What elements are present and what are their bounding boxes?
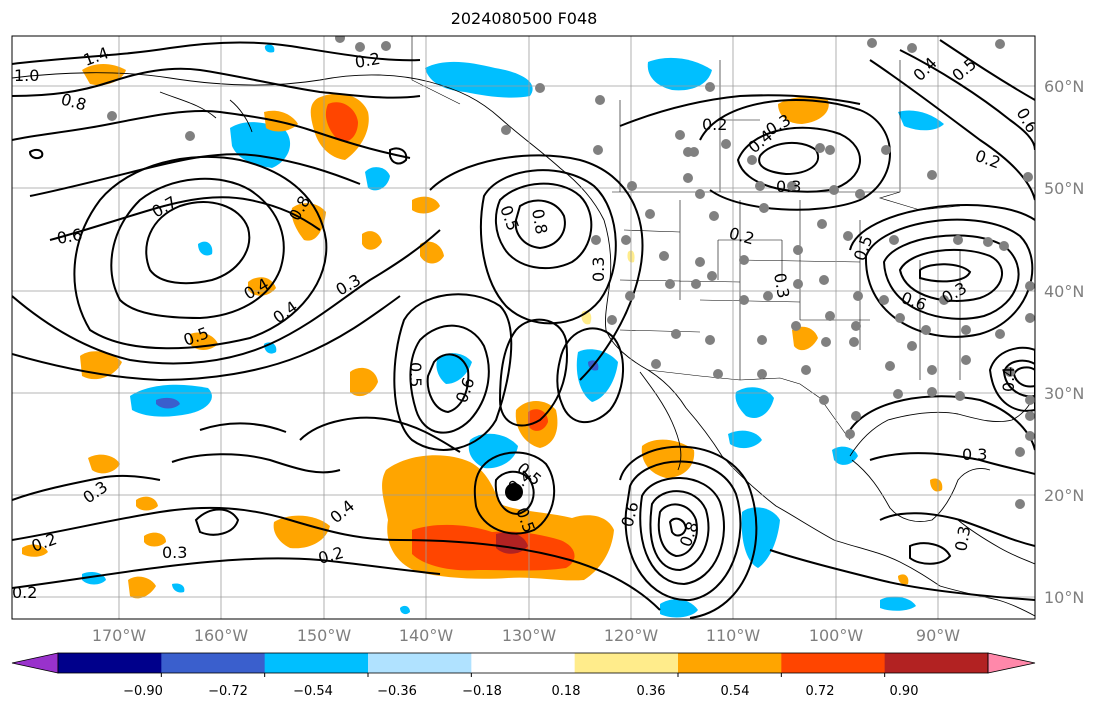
latitude-label: 10°N	[1044, 588, 1085, 607]
positive-anomaly-region	[144, 532, 166, 547]
colorbar-tick-label: 0.90	[889, 684, 919, 699]
negative-anomaly-region	[400, 605, 410, 615]
contour-label: 0.8	[528, 207, 551, 235]
contour-label: 0.2	[353, 49, 381, 72]
latitude-label: 60°N	[1044, 77, 1085, 96]
contour-label: 0.4	[999, 367, 1018, 392]
longitude-label: 170°W	[91, 626, 147, 645]
colorbar-tick-label: −0.54	[293, 684, 333, 699]
positive-anomaly-region	[128, 576, 156, 599]
positive-anomaly-region	[273, 515, 330, 549]
negative-anomaly-region	[156, 397, 180, 409]
positive-anomaly-region	[898, 574, 909, 585]
colorbar-segment	[678, 653, 782, 673]
negative-anomaly-region	[230, 122, 291, 168]
latitude-label: 20°N	[1044, 486, 1085, 505]
positive-anomaly-region	[362, 231, 382, 250]
negative-anomaly-region	[832, 446, 858, 465]
colorbar-tick-label: −0.72	[208, 684, 248, 699]
colorbar-tick-label: 0.54	[720, 684, 750, 699]
colorbar-segment	[264, 653, 369, 673]
colorbar-segment	[884, 653, 989, 673]
positive-anomaly-region	[350, 367, 378, 397]
negative-anomaly-region	[660, 599, 698, 618]
contour-label: 0.2	[12, 583, 37, 602]
positive-anomaly-region	[778, 96, 829, 124]
negative-anomaly-region	[264, 44, 275, 53]
longitude-label: 100°W	[808, 626, 864, 645]
storm-center-marker	[505, 483, 523, 501]
colorbar-frame	[57, 652, 989, 674]
contour-label: 0.5	[406, 362, 425, 387]
positive-anomaly-region	[136, 496, 158, 511]
colorbar-tick-label: 0.72	[805, 684, 835, 699]
colorbar-segment	[574, 653, 679, 673]
contour-label: 1.0	[14, 66, 39, 85]
negative-anomaly-region	[741, 507, 780, 568]
contour-label: 0.3	[962, 445, 987, 464]
colorbar-tick-label: 0.36	[636, 684, 666, 699]
negative-anomaly-region	[365, 167, 390, 191]
colorbar-segment	[161, 653, 266, 673]
negative-anomaly-region	[468, 433, 518, 469]
contour-label: 0.6	[55, 225, 83, 248]
colorbar-tick-label: −0.90	[123, 684, 163, 699]
negative-anomaly-region	[898, 110, 944, 131]
colorbar-tick-label: −0.36	[377, 684, 417, 699]
negative-anomaly-region	[576, 349, 618, 402]
positive-anomaly-region	[325, 102, 358, 142]
negative-anomaly-region	[198, 241, 213, 256]
negative-anomaly-region	[735, 387, 774, 418]
negative-anomaly-region	[172, 583, 185, 593]
longitude-label: 110°W	[705, 626, 761, 645]
positive-anomaly-region	[88, 454, 120, 474]
colorbar-segment	[781, 653, 886, 673]
colorbar-tick-label: −0.18	[462, 684, 502, 699]
longitude-label: 90°W	[915, 626, 961, 645]
colorbar-segment	[58, 653, 162, 673]
contour-label: 0.3	[951, 524, 974, 552]
colorbar-segment	[471, 653, 576, 673]
colorbar-extend-low	[11, 652, 59, 674]
colorbar-tick-label: 0.18	[551, 684, 581, 699]
latitude-label: 40°N	[1044, 282, 1085, 301]
longitude-label: 150°W	[296, 626, 352, 645]
contour-label: 0.3	[770, 271, 793, 299]
longitude-label: 130°W	[501, 626, 557, 645]
negative-anomaly-region	[647, 57, 712, 91]
positive-anomaly-region	[412, 524, 575, 571]
station-marker-layer	[107, 36, 1035, 509]
contour-label: 0.3	[776, 177, 801, 196]
positive-anomaly-region	[930, 478, 943, 492]
latitude-label: 30°N	[1044, 384, 1085, 403]
latitude-label: 50°N	[1044, 179, 1085, 198]
map-frame	[11, 35, 1036, 620]
contour-label: 0.3	[162, 543, 187, 562]
negative-anomaly-region	[880, 596, 916, 611]
colorbar-segment	[368, 653, 472, 673]
colorbar-extend-high	[987, 652, 1036, 674]
colorbar	[11, 652, 1036, 677]
map-title: 2024080500 F048	[450, 9, 598, 28]
contour-label: 0.3	[589, 257, 608, 282]
negative-anomaly-region	[728, 430, 762, 449]
contour-label: 0.2	[702, 115, 727, 134]
longitude-label: 140°W	[398, 626, 454, 645]
graticule-layer	[12, 36, 1035, 619]
positive-anomaly-region	[792, 326, 818, 351]
longitude-label: 120°W	[603, 626, 659, 645]
longitude-label: 160°W	[193, 626, 249, 645]
positive-anomaly-region	[22, 544, 48, 557]
contour-layer	[12, 39, 1035, 619]
